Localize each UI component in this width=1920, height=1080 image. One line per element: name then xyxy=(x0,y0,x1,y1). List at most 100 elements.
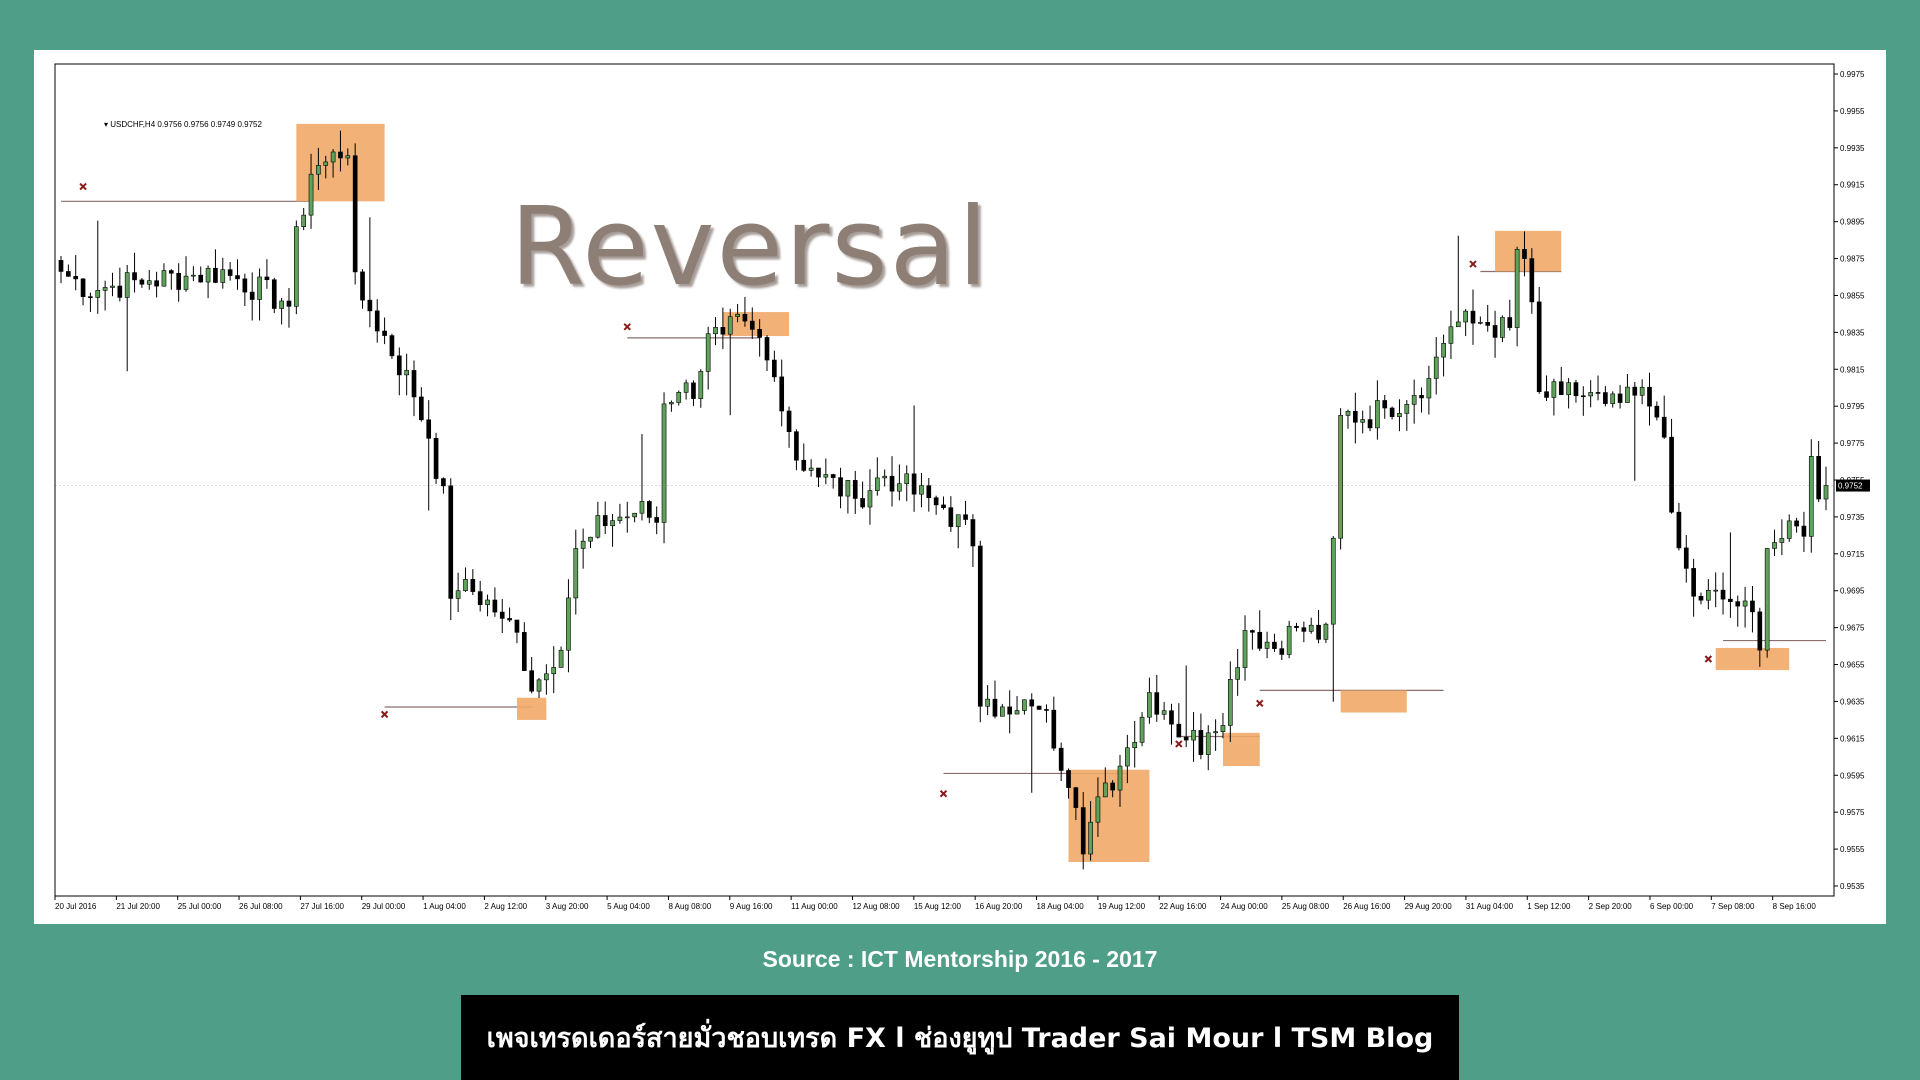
candle-body xyxy=(897,483,902,492)
candle-body xyxy=(705,333,711,372)
candle-body xyxy=(801,459,807,471)
candle-body xyxy=(1154,692,1160,715)
candle-body xyxy=(558,649,564,668)
candle-body xyxy=(235,275,240,280)
candle-body xyxy=(345,155,351,159)
candle-body xyxy=(639,501,645,514)
candle-body xyxy=(992,698,998,717)
candle-body xyxy=(882,475,887,479)
candle-body xyxy=(301,214,307,227)
candle-body xyxy=(161,270,167,287)
candle-body xyxy=(764,337,770,361)
y-tick-label: 0.9595 xyxy=(1840,771,1865,780)
candle-body xyxy=(529,670,534,692)
candle-body xyxy=(588,536,593,542)
candle-body xyxy=(654,517,660,523)
candle-body xyxy=(1110,782,1115,791)
candle-body xyxy=(1676,511,1682,549)
candle-body xyxy=(602,515,608,527)
candle-body xyxy=(411,370,417,398)
x-tick-label: 16 Aug 20:00 xyxy=(975,902,1023,911)
candle-body xyxy=(1654,405,1660,418)
candle-body xyxy=(1720,589,1726,600)
candle-body xyxy=(595,515,601,538)
candle-body xyxy=(1257,631,1263,649)
candle-body xyxy=(294,226,299,307)
candle-body xyxy=(1816,456,1821,500)
x-tick-label: 26 Aug 16:00 xyxy=(1343,902,1391,911)
candle-body xyxy=(271,279,277,309)
candle-body xyxy=(485,599,490,605)
candle-body xyxy=(499,611,505,619)
candle-body xyxy=(352,155,358,273)
candle-body xyxy=(404,370,409,376)
candle-body xyxy=(1551,381,1557,398)
x-tick-label: 2 Sep 20:00 xyxy=(1589,902,1633,911)
candle-body xyxy=(374,310,380,332)
symbol-dropdown-icon[interactable]: ▾ xyxy=(104,120,109,129)
candle-body xyxy=(1250,630,1255,633)
candle-body xyxy=(183,275,189,290)
candle-body xyxy=(88,296,93,298)
y-tick-label: 0.9815 xyxy=(1840,365,1865,374)
candle-body xyxy=(786,410,792,432)
candle-body xyxy=(1367,419,1373,429)
x-tick-label: 31 Aug 04:00 xyxy=(1466,902,1514,911)
candle-body xyxy=(1404,404,1410,414)
candle-body xyxy=(477,591,483,605)
candle-body xyxy=(1455,321,1461,328)
highlight-zone xyxy=(1068,769,1150,863)
candle-body xyxy=(1595,392,1601,394)
candle-body xyxy=(1220,725,1226,732)
candle-body xyxy=(1169,710,1174,725)
x-tick-label: 3 Aug 20:00 xyxy=(546,902,589,911)
x-tick-label: 5 Aug 04:00 xyxy=(607,902,650,911)
candle-body xyxy=(749,320,755,330)
highlight-zone xyxy=(516,697,547,720)
candle-body xyxy=(933,497,939,506)
candle-body xyxy=(433,437,439,479)
candle-body xyxy=(536,679,542,692)
candle-body xyxy=(1308,624,1314,632)
candle-body xyxy=(1566,382,1571,396)
candle-body xyxy=(1522,249,1527,259)
candle-body xyxy=(448,485,454,599)
candle-body xyxy=(316,165,321,175)
candle-body xyxy=(970,519,976,547)
candle-body xyxy=(1573,382,1579,397)
candle-body xyxy=(1750,600,1755,613)
candle-body xyxy=(573,548,579,599)
candle-body xyxy=(455,590,461,599)
candle-body xyxy=(191,274,196,277)
candle-body xyxy=(213,267,218,283)
candle-body xyxy=(1323,623,1329,640)
candle-body xyxy=(1213,731,1218,734)
candle-body xyxy=(1801,525,1807,537)
candle-body xyxy=(941,504,946,508)
candle-body xyxy=(1345,410,1351,416)
candlestick-chart: 0.9975 0.9955 0.9935 0.9915 0.9895 0.9875 0.98… xyxy=(54,63,1870,911)
candle-body xyxy=(507,618,512,621)
candle-body xyxy=(1728,598,1733,602)
candle-body xyxy=(1044,709,1049,711)
candle-body xyxy=(1147,692,1152,718)
candle-body xyxy=(1205,732,1211,755)
candle-body xyxy=(220,269,226,283)
candle-body xyxy=(242,278,248,293)
candle-body xyxy=(95,290,101,298)
candle-body xyxy=(1448,326,1454,344)
candle-body xyxy=(1661,416,1667,438)
y-tick-label: 0.9575 xyxy=(1840,808,1865,817)
x-mark xyxy=(1704,655,1713,663)
candle-body xyxy=(279,300,284,309)
candle-body xyxy=(1713,589,1719,592)
candle-body xyxy=(1066,770,1071,788)
candle-body xyxy=(551,667,557,675)
highlight-zone xyxy=(1340,690,1407,713)
candle-body xyxy=(367,299,373,312)
y-tick-label: 0.9875 xyxy=(1840,255,1865,264)
current-price-label: 0.9752 xyxy=(1838,482,1863,491)
candle-body xyxy=(1558,381,1564,396)
candle-body xyxy=(919,485,924,495)
candle-body xyxy=(735,313,740,317)
